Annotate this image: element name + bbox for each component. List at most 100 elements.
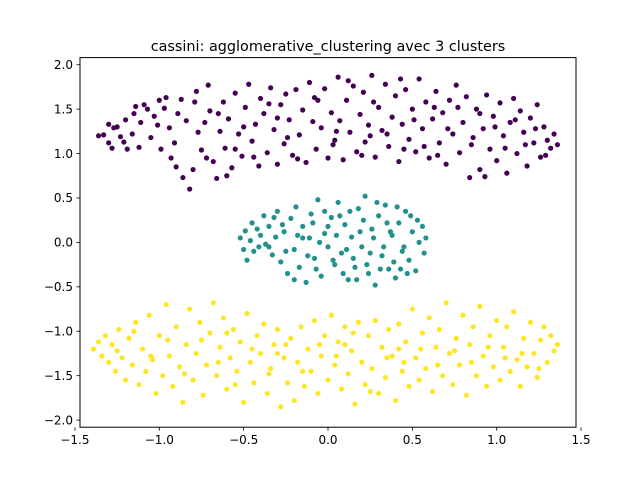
data-point-cluster-0-94 <box>392 93 399 99</box>
data-point-cluster-0-144 <box>122 117 129 123</box>
data-point-cluster-2-9 <box>122 377 129 383</box>
data-point-cluster-0-41 <box>222 145 228 151</box>
data-point-cluster-0-109 <box>443 161 449 167</box>
data-point-cluster-2-99 <box>426 315 432 321</box>
data-point-cluster-2-39 <box>224 386 230 392</box>
data-point-cluster-0-111 <box>450 131 456 137</box>
data-point-cluster-0-14 <box>141 102 147 108</box>
data-point-cluster-2-4 <box>106 359 112 365</box>
data-point-cluster-0-134 <box>527 115 534 121</box>
data-point-cluster-0-61 <box>286 117 292 123</box>
data-point-cluster-1-62 <box>295 232 301 238</box>
data-point-cluster-2-0 <box>90 346 97 352</box>
data-point-cluster-2-64 <box>308 368 314 374</box>
data-point-cluster-2-126 <box>517 383 523 389</box>
data-point-cluster-0-150 <box>241 124 247 130</box>
data-point-cluster-2-38 <box>220 315 226 321</box>
data-point-cluster-2-88 <box>389 353 395 359</box>
data-point-cluster-1-96 <box>266 244 272 250</box>
data-point-cluster-2-82 <box>369 365 375 372</box>
data-point-cluster-0-24 <box>171 140 178 146</box>
data-point-cluster-2-112 <box>470 324 476 330</box>
data-point-cluster-1-74 <box>394 204 400 210</box>
data-point-cluster-1-24 <box>303 279 309 285</box>
data-point-cluster-1-68 <box>401 244 407 250</box>
data-point-cluster-0-44 <box>232 90 238 96</box>
data-point-cluster-2-125 <box>514 357 520 363</box>
x-tick-label: −0.5 <box>229 433 258 447</box>
data-point-cluster-2-25 <box>176 364 183 370</box>
data-point-cluster-1-99 <box>330 257 336 263</box>
data-point-cluster-0-145 <box>156 97 162 103</box>
data-point-cluster-1-18 <box>284 270 291 277</box>
data-point-cluster-0-107 <box>436 140 442 146</box>
data-point-cluster-2-124 <box>510 309 517 315</box>
data-point-cluster-1-47 <box>379 253 385 259</box>
data-point-cluster-1-21 <box>293 204 299 210</box>
data-point-cluster-0-130 <box>514 150 520 157</box>
data-point-cluster-1-64 <box>333 232 340 238</box>
data-point-cluster-2-20 <box>160 373 166 379</box>
data-point-cluster-1-95 <box>404 270 410 277</box>
data-point-cluster-0-149 <box>224 173 230 179</box>
data-point-cluster-2-33 <box>203 362 210 368</box>
data-point-cluster-2-95 <box>413 355 419 361</box>
data-point-cluster-2-103 <box>440 373 446 379</box>
data-point-cluster-2-32 <box>200 392 206 398</box>
y-tick-label: 2.0 <box>54 58 73 72</box>
data-point-cluster-1-69 <box>283 248 289 254</box>
data-point-cluster-2-7 <box>116 326 122 333</box>
data-point-cluster-1-84 <box>310 220 316 226</box>
x-tick-label: 0.0 <box>318 433 337 447</box>
data-point-cluster-0-103 <box>423 99 429 105</box>
data-point-cluster-2-66 <box>315 390 321 397</box>
data-point-cluster-1-30 <box>322 230 328 237</box>
data-point-cluster-1-86 <box>357 229 363 235</box>
data-point-cluster-0-152 <box>266 101 272 107</box>
data-point-cluster-2-87 <box>386 326 392 333</box>
data-point-cluster-0-115 <box>463 94 469 100</box>
data-point-cluster-2-111 <box>467 341 473 348</box>
data-point-cluster-1-70 <box>322 208 328 214</box>
data-point-cluster-1-97 <box>279 222 286 228</box>
points-layer <box>90 72 561 410</box>
data-point-cluster-2-127 <box>521 335 527 341</box>
data-point-cluster-0-33 <box>198 147 205 153</box>
data-point-cluster-0-31 <box>192 99 198 105</box>
data-point-cluster-0-113 <box>456 150 463 156</box>
data-point-cluster-0-137 <box>537 154 544 160</box>
data-point-cluster-1-25 <box>306 235 313 241</box>
data-point-cluster-1-90 <box>300 235 306 241</box>
data-point-cluster-0-3 <box>109 145 115 151</box>
data-point-cluster-1-63 <box>313 266 319 272</box>
y-tick-label: −2.0 <box>44 413 73 427</box>
data-point-cluster-1-88 <box>391 259 397 265</box>
data-point-cluster-0-12 <box>136 144 142 150</box>
data-point-cluster-1-35 <box>338 250 345 256</box>
data-point-cluster-0-127 <box>504 170 510 176</box>
data-point-cluster-0-29 <box>187 186 193 192</box>
data-point-cluster-2-155 <box>401 359 407 365</box>
data-point-cluster-2-107 <box>453 335 459 341</box>
data-point-cluster-2-10 <box>126 335 132 341</box>
data-point-cluster-0-81 <box>350 83 356 89</box>
data-point-cluster-2-67 <box>318 353 324 359</box>
data-point-cluster-0-165 <box>445 126 451 132</box>
data-point-cluster-0-2 <box>106 121 112 127</box>
data-point-cluster-1-45 <box>372 282 378 288</box>
data-point-cluster-2-158 <box>451 348 458 354</box>
data-point-cluster-2-48 <box>254 333 260 339</box>
data-point-cluster-1-14 <box>273 234 279 240</box>
data-point-cluster-0-157 <box>345 78 351 84</box>
data-point-cluster-0-71 <box>318 125 324 131</box>
data-point-cluster-0-80 <box>347 129 353 135</box>
data-point-cluster-2-110 <box>463 392 469 398</box>
data-point-cluster-1-46 <box>376 213 382 219</box>
data-point-cluster-2-78 <box>355 319 361 325</box>
data-point-cluster-1-9 <box>257 232 264 238</box>
data-point-cluster-2-93 <box>406 383 412 389</box>
data-point-cluster-0-180 <box>401 146 407 152</box>
data-point-cluster-2-122 <box>504 324 510 330</box>
data-point-cluster-0-173 <box>532 126 539 132</box>
data-point-cluster-2-135 <box>548 333 554 339</box>
